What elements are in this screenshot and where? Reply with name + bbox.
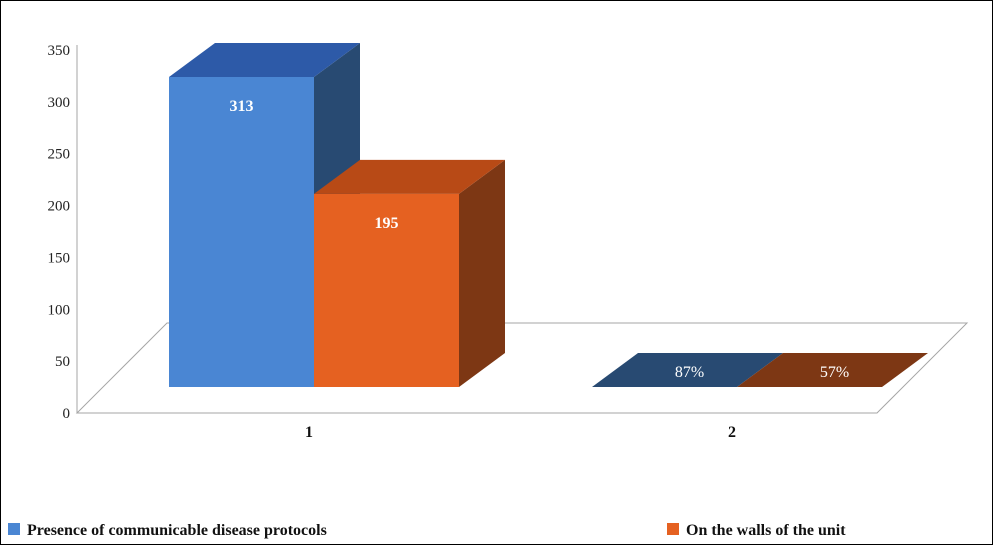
bar-top — [169, 42, 360, 77]
y-tick-label: 50 — [55, 354, 70, 370]
data-label: 87% — [675, 364, 704, 381]
y-tick-label: 100 — [48, 302, 71, 318]
x-tick-label: 2 — [728, 424, 736, 441]
bar-top — [737, 353, 928, 387]
y-tick-label: 350 — [48, 43, 71, 59]
legend-item: Presence of communicable disease protoco… — [8, 522, 327, 539]
bar-2-cat-2: 57% — [737, 353, 928, 387]
legend-item: On the walls of the unit — [667, 522, 846, 539]
legend-swatch — [8, 523, 20, 535]
bar-top — [592, 353, 783, 387]
x-tick-label: 1 — [305, 424, 313, 441]
y-tick-label: 200 — [48, 199, 71, 215]
y-tick-label: 0 — [63, 406, 71, 422]
y-tick-label: 300 — [48, 95, 71, 111]
data-label: 57% — [820, 364, 849, 381]
data-label: 313 — [230, 98, 254, 115]
bar-1-cat-2: 87% — [592, 353, 783, 387]
legend-label: Presence of communicable disease protoco… — [27, 522, 327, 539]
data-label: 195 — [375, 215, 399, 232]
bar-front — [314, 193, 459, 387]
y-tick-label: 250 — [48, 147, 71, 163]
y-tick-label: 150 — [48, 250, 71, 266]
legend-swatch — [667, 523, 679, 535]
bar-front — [169, 76, 314, 387]
legend-label: On the walls of the unit — [686, 522, 846, 539]
bar-2-cat-1: 195 — [314, 159, 505, 387]
bar-top — [314, 159, 505, 194]
bar-side — [459, 159, 505, 387]
